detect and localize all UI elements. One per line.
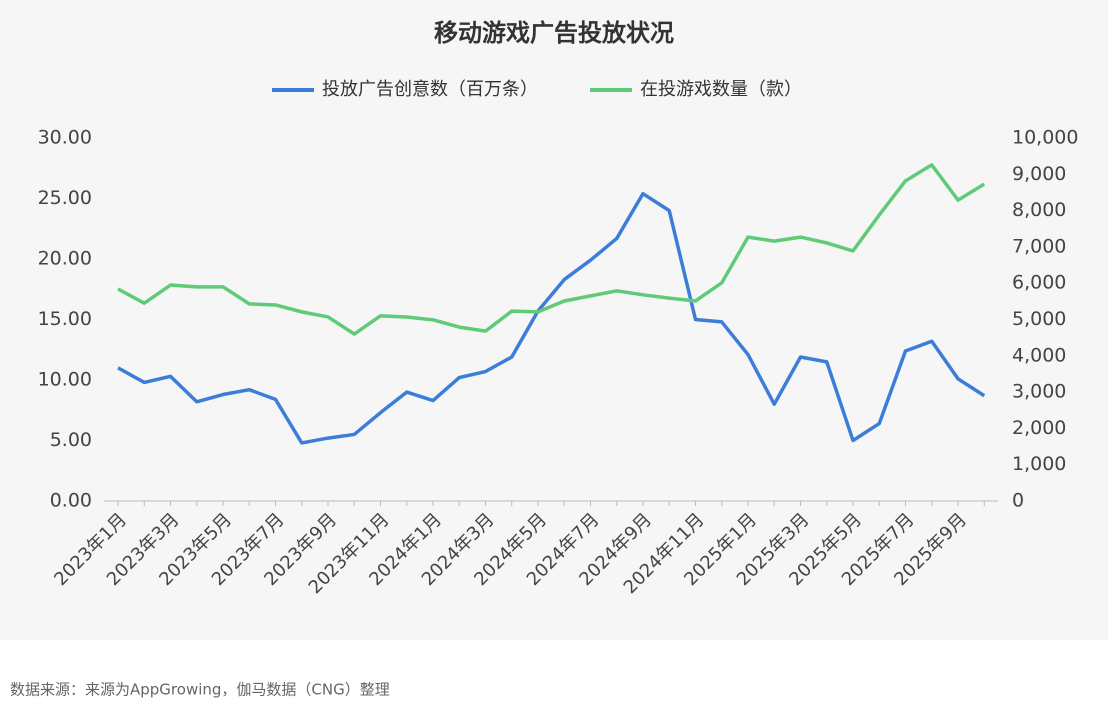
legend-label: 在投游戏数量（款） [640,79,802,100]
series-line [117,191,986,445]
y-tick-label: 5.00 [50,429,92,451]
y2-tick-label: 1,000 [1012,453,1066,475]
y-tick-label: 15.00 [38,308,92,330]
y2-tick-label: 4,000 [1012,344,1066,366]
legend-label: 投放广告创意数（百万条） [322,79,538,100]
series-line [117,163,986,336]
y2-tick-label: 7,000 [1012,235,1066,257]
y2-tick-label: 8,000 [1012,199,1066,221]
y2-tick-label: 6,000 [1012,272,1066,294]
y-tick-label: 0.00 [50,490,92,512]
y-tick-label: 10.00 [38,369,92,391]
y2-tick-label: 9,000 [1012,163,1066,185]
y2-tick-label: 10,000 [1012,127,1078,149]
y2-tick-label: 2,000 [1012,417,1066,439]
y-tick-label: 30.00 [38,127,92,149]
y2-tick-label: 3,000 [1012,381,1066,403]
chart-title: 移动游戏广告投放状况 [434,19,674,47]
y-tick-label: 25.00 [38,187,92,209]
chart-background [0,0,1108,640]
y-tick-label: 20.00 [38,248,92,270]
y2-tick-label: 0 [1012,490,1024,512]
source-note: 数据来源：来源为AppGrowing，伽马数据（CNG）整理 [10,681,390,699]
y2-tick-label: 5,000 [1012,308,1066,330]
